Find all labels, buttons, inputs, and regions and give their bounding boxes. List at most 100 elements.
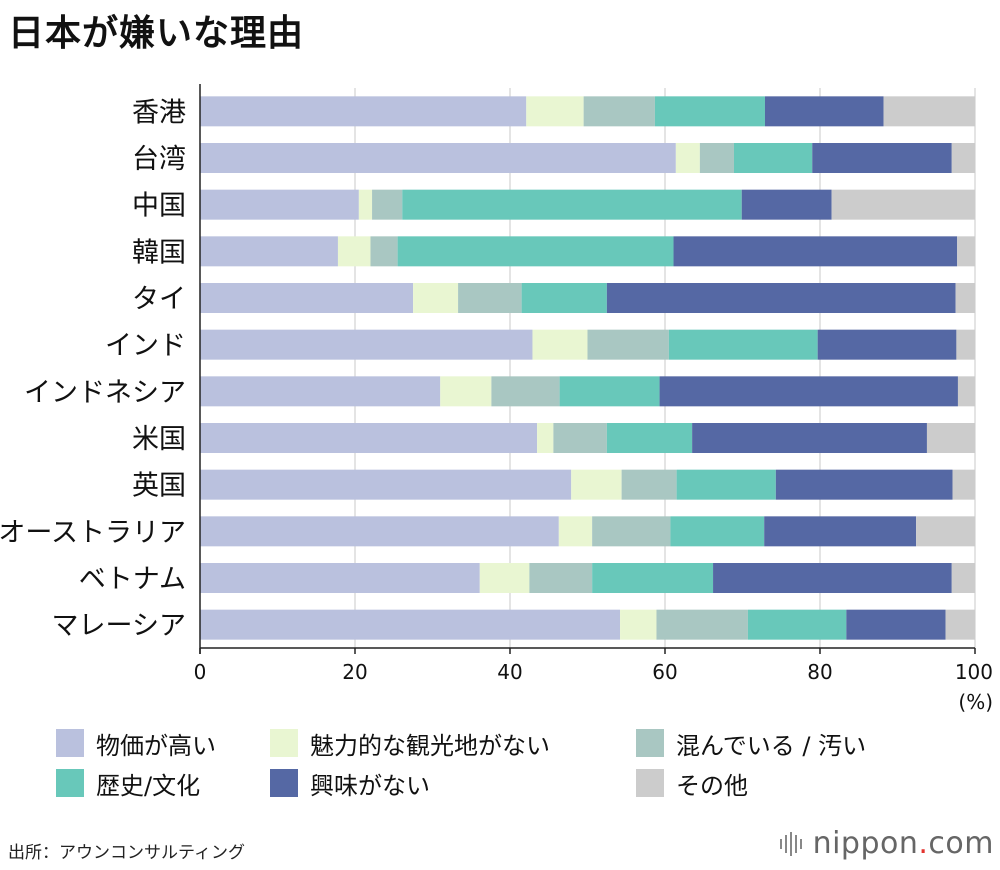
bar-segment bbox=[200, 423, 538, 453]
x-tick-label: 40 bbox=[497, 660, 522, 684]
bar-segment bbox=[741, 189, 832, 220]
bar-segment bbox=[200, 376, 441, 407]
bar-segment bbox=[951, 143, 975, 173]
bar-segment bbox=[559, 376, 660, 407]
bar-segment bbox=[592, 563, 714, 593]
bar-segment bbox=[592, 516, 671, 547]
x-tick-label: 100 bbox=[955, 660, 993, 684]
bar-segment bbox=[479, 563, 530, 593]
legend-swatch bbox=[270, 729, 298, 757]
brand-dot: . bbox=[918, 826, 929, 861]
bar-segment bbox=[397, 236, 674, 267]
bar-segment bbox=[200, 469, 572, 500]
bar-segment bbox=[926, 423, 975, 453]
bar-segment bbox=[699, 143, 734, 173]
legend-label: その他 bbox=[676, 771, 748, 800]
bar-segment bbox=[200, 143, 676, 173]
chart-legend: 物価が高い 魅力的な観光地がない 混んでいる / 汚い歴史/文化 興味がない その他 bbox=[56, 726, 976, 800]
bar-segment bbox=[656, 609, 748, 640]
legend-label: 物価が高い bbox=[96, 731, 216, 760]
category-label: 韓国 bbox=[132, 237, 186, 268]
x-axis-unit-label: (%) bbox=[958, 690, 993, 714]
bar-segment bbox=[764, 516, 917, 547]
x-tick-label: 60 bbox=[652, 660, 677, 684]
bar-segment bbox=[491, 376, 560, 407]
bar-segment bbox=[733, 143, 813, 173]
legend-swatch bbox=[636, 729, 664, 757]
legend-item: その他 bbox=[636, 766, 966, 800]
brand-bars-icon bbox=[779, 831, 805, 856]
x-tick-label: 80 bbox=[807, 660, 832, 684]
category-label: インドネシア bbox=[24, 377, 186, 408]
bar-segment bbox=[358, 189, 373, 220]
bar-segment bbox=[606, 423, 693, 453]
legend-label: 魅力的な観光地がない bbox=[310, 731, 550, 760]
bar-segment bbox=[583, 96, 655, 127]
bar-segment bbox=[957, 236, 975, 267]
bar-segment bbox=[200, 563, 480, 593]
bar-segment bbox=[587, 329, 669, 360]
bar-segment bbox=[952, 469, 975, 500]
bar-segment bbox=[526, 96, 584, 127]
source-note: 出所：アウンコンサルティング bbox=[8, 843, 245, 863]
bar-segment bbox=[945, 609, 975, 640]
bar-segment bbox=[200, 516, 559, 547]
bar-segment bbox=[558, 516, 593, 547]
bar-segment bbox=[200, 236, 338, 267]
bar-segment bbox=[670, 516, 765, 547]
bar-segment bbox=[692, 423, 927, 453]
bar-segment bbox=[775, 469, 953, 500]
category-label: 米国 bbox=[132, 424, 186, 455]
bar-segment bbox=[537, 423, 554, 453]
category-label: 香港 bbox=[132, 97, 186, 128]
bar-segment bbox=[200, 609, 621, 640]
x-tick-label: 20 bbox=[342, 660, 367, 684]
bar-segment bbox=[370, 236, 398, 267]
category-label: 台湾 bbox=[132, 144, 186, 175]
bar-segment bbox=[675, 143, 700, 173]
bar-segment bbox=[521, 283, 607, 313]
bar-segment bbox=[673, 236, 958, 267]
brand-suffix: com bbox=[928, 826, 994, 861]
category-label: 中国 bbox=[132, 191, 186, 222]
legend-item: 魅力的な観光地がない bbox=[270, 726, 636, 760]
legend-label: 歴史/文化 bbox=[96, 771, 201, 800]
bar-segment bbox=[532, 329, 588, 360]
legend-item: 混んでいる / 汚い bbox=[636, 726, 966, 760]
category-label: ベトナム bbox=[79, 564, 186, 595]
chart-title: 日本が嫌いな理由 bbox=[8, 13, 305, 54]
legend-swatch bbox=[270, 769, 298, 797]
bar-segment bbox=[458, 283, 522, 313]
bar-segment bbox=[846, 609, 946, 640]
bar-segment bbox=[668, 329, 818, 360]
bar-segment bbox=[676, 469, 776, 500]
bar-segment bbox=[553, 423, 607, 453]
bar-segment bbox=[713, 563, 952, 593]
legend-swatch bbox=[636, 769, 664, 797]
bar-segment bbox=[200, 96, 527, 127]
bar-segment bbox=[337, 236, 371, 267]
bar-segment bbox=[654, 96, 765, 127]
bar-segment bbox=[200, 329, 533, 360]
legend-label: 興味がない bbox=[310, 771, 430, 800]
bar-segment bbox=[372, 189, 403, 220]
bar-segment bbox=[955, 283, 975, 313]
bar-segment bbox=[883, 96, 975, 127]
bar-segment bbox=[200, 189, 359, 220]
category-label: オーストラリア bbox=[0, 517, 186, 548]
legend-label: 混んでいる / 汚い bbox=[676, 731, 867, 760]
bar-segment bbox=[440, 376, 492, 407]
category-label: マレーシア bbox=[52, 611, 186, 642]
bar-segment bbox=[529, 563, 593, 593]
category-label: インド bbox=[105, 331, 186, 362]
bar-segment bbox=[200, 283, 414, 313]
bar-segment bbox=[951, 563, 975, 593]
legend-item: 興味がない bbox=[270, 766, 636, 800]
legend-item: 歴史/文化 bbox=[56, 766, 270, 800]
bar-segment bbox=[606, 283, 956, 313]
bar-segment bbox=[747, 609, 847, 640]
legend-swatch bbox=[56, 729, 84, 757]
nippon-logo: nippon. com bbox=[779, 826, 994, 861]
bar-segment bbox=[659, 376, 958, 407]
brand-name: nippon bbox=[812, 826, 919, 861]
